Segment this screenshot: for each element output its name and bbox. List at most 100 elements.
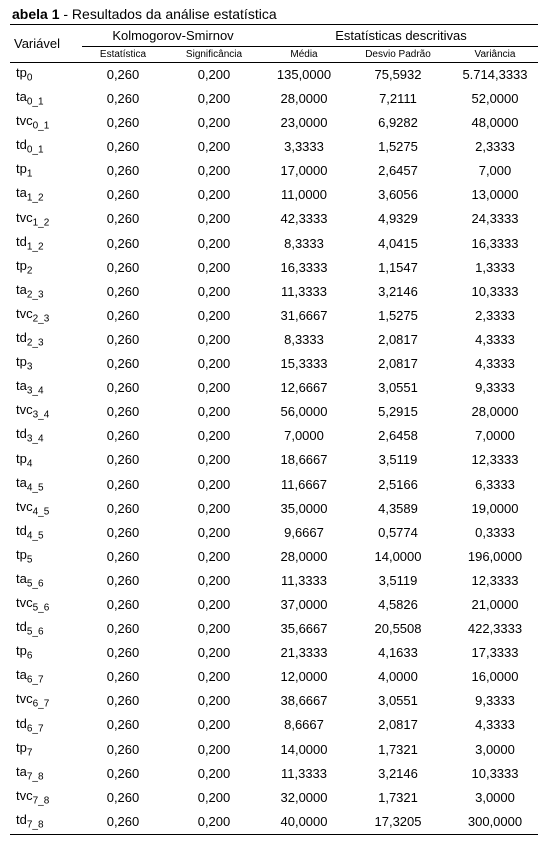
cell-desvio: 20,5508 bbox=[344, 617, 452, 641]
cell-desvio: 3,5119 bbox=[344, 449, 452, 473]
cell-estatistica: 0,260 bbox=[82, 449, 164, 473]
cell-desvio: 6,9282 bbox=[344, 111, 452, 135]
cell-variavel: ta3_4 bbox=[10, 376, 82, 400]
cell-significancia: 0,200 bbox=[164, 449, 264, 473]
table-row: ta6_70,2600,20012,00004,000016,0000 bbox=[10, 665, 538, 689]
cell-variavel: tvc0_1 bbox=[10, 111, 82, 135]
table-row: ta0_10,2600,20028,00007,211152,0000 bbox=[10, 87, 538, 111]
table-row: td0_10,2600,2003,33331,52752,3333 bbox=[10, 135, 538, 159]
cell-desvio: 3,2146 bbox=[344, 762, 452, 786]
cell-media: 23,0000 bbox=[264, 111, 344, 135]
cell-desvio: 1,5275 bbox=[344, 135, 452, 159]
cell-desvio: 1,5275 bbox=[344, 304, 452, 328]
cell-variavel: ta5_6 bbox=[10, 569, 82, 593]
cell-variavel: ta2_3 bbox=[10, 280, 82, 304]
cell-variavel: tp5 bbox=[10, 545, 82, 569]
cell-variancia: 300,0000 bbox=[452, 810, 538, 835]
table-row: tvc6_70,2600,20038,66673,05519,3333 bbox=[10, 689, 538, 713]
table-row: ta7_80,2600,20011,33333,214610,3333 bbox=[10, 762, 538, 786]
cell-desvio: 3,0551 bbox=[344, 376, 452, 400]
table-row: td5_60,2600,20035,666720,5508422,3333 bbox=[10, 617, 538, 641]
cell-variavel: ta7_8 bbox=[10, 762, 82, 786]
header-significancia: Significância bbox=[164, 47, 264, 63]
cell-media: 35,6667 bbox=[264, 617, 344, 641]
cell-media: 31,6667 bbox=[264, 304, 344, 328]
table-row: td6_70,2600,2008,66672,08174,3333 bbox=[10, 714, 538, 738]
cell-desvio: 2,0817 bbox=[344, 714, 452, 738]
cell-variavel: tvc2_3 bbox=[10, 304, 82, 328]
cell-significancia: 0,200 bbox=[164, 545, 264, 569]
cell-media: 135,0000 bbox=[264, 63, 344, 88]
header-desvio: Desvio Padrão bbox=[344, 47, 452, 63]
cell-variavel: td7_8 bbox=[10, 810, 82, 835]
cell-variancia: 28,0000 bbox=[452, 400, 538, 424]
table-container: abela 1 - Resultados da análise estatíst… bbox=[0, 0, 538, 845]
cell-estatistica: 0,260 bbox=[82, 641, 164, 665]
cell-significancia: 0,200 bbox=[164, 111, 264, 135]
cell-significancia: 0,200 bbox=[164, 810, 264, 835]
cell-media: 21,3333 bbox=[264, 641, 344, 665]
cell-media: 11,3333 bbox=[264, 569, 344, 593]
cell-estatistica: 0,260 bbox=[82, 135, 164, 159]
cell-estatistica: 0,260 bbox=[82, 762, 164, 786]
cell-media: 14,0000 bbox=[264, 738, 344, 762]
cell-media: 3,3333 bbox=[264, 135, 344, 159]
cell-significancia: 0,200 bbox=[164, 87, 264, 111]
table-row: tp60,2600,20021,33334,163317,3333 bbox=[10, 641, 538, 665]
cell-significancia: 0,200 bbox=[164, 714, 264, 738]
cell-desvio: 14,0000 bbox=[344, 545, 452, 569]
cell-media: 11,3333 bbox=[264, 280, 344, 304]
cell-significancia: 0,200 bbox=[164, 569, 264, 593]
cell-significancia: 0,200 bbox=[164, 376, 264, 400]
cell-variancia: 3,0000 bbox=[452, 786, 538, 810]
cell-desvio: 3,0551 bbox=[344, 689, 452, 713]
cell-desvio: 1,7321 bbox=[344, 786, 452, 810]
cell-estatistica: 0,260 bbox=[82, 593, 164, 617]
cell-variavel: ta6_7 bbox=[10, 665, 82, 689]
cell-desvio: 4,3589 bbox=[344, 497, 452, 521]
table-row: td1_20,2600,2008,33334,041516,3333 bbox=[10, 232, 538, 256]
table-row: tp30,2600,20015,33332,08174,3333 bbox=[10, 352, 538, 376]
cell-variancia: 4,3333 bbox=[452, 328, 538, 352]
table-row: tvc3_40,2600,20056,00005,291528,0000 bbox=[10, 400, 538, 424]
cell-estatistica: 0,260 bbox=[82, 280, 164, 304]
cell-variavel: tvc4_5 bbox=[10, 497, 82, 521]
cell-variavel: tp6 bbox=[10, 641, 82, 665]
cell-variancia: 19,0000 bbox=[452, 497, 538, 521]
cell-estatistica: 0,260 bbox=[82, 786, 164, 810]
cell-media: 12,6667 bbox=[264, 376, 344, 400]
caption-prefix: abela 1 bbox=[12, 6, 59, 22]
cell-variancia: 12,3333 bbox=[452, 569, 538, 593]
table-row: ta2_30,2600,20011,33333,214610,3333 bbox=[10, 280, 538, 304]
cell-estatistica: 0,260 bbox=[82, 424, 164, 448]
cell-variavel: td0_1 bbox=[10, 135, 82, 159]
table-row: td4_50,2600,2009,66670,57740,3333 bbox=[10, 521, 538, 545]
cell-media: 12,0000 bbox=[264, 665, 344, 689]
header-variavel: Variável bbox=[10, 25, 82, 63]
cell-estatistica: 0,260 bbox=[82, 714, 164, 738]
table-row: tvc4_50,2600,20035,00004,358919,0000 bbox=[10, 497, 538, 521]
cell-estatistica: 0,260 bbox=[82, 232, 164, 256]
cell-estatistica: 0,260 bbox=[82, 328, 164, 352]
cell-significancia: 0,200 bbox=[164, 400, 264, 424]
cell-desvio: 5,2915 bbox=[344, 400, 452, 424]
cell-estatistica: 0,260 bbox=[82, 352, 164, 376]
cell-media: 40,0000 bbox=[264, 810, 344, 835]
cell-estatistica: 0,260 bbox=[82, 497, 164, 521]
cell-variavel: td1_2 bbox=[10, 232, 82, 256]
cell-significancia: 0,200 bbox=[164, 665, 264, 689]
cell-variavel: ta0_1 bbox=[10, 87, 82, 111]
cell-media: 18,6667 bbox=[264, 449, 344, 473]
cell-significancia: 0,200 bbox=[164, 135, 264, 159]
cell-significancia: 0,200 bbox=[164, 497, 264, 521]
cell-media: 11,6667 bbox=[264, 473, 344, 497]
cell-variavel: td6_7 bbox=[10, 714, 82, 738]
cell-variancia: 1,3333 bbox=[452, 256, 538, 280]
cell-desvio: 1,1547 bbox=[344, 256, 452, 280]
cell-variancia: 7,0000 bbox=[452, 424, 538, 448]
table-row: tp40,2600,20018,66673,511912,3333 bbox=[10, 449, 538, 473]
table-row: ta5_60,2600,20011,33333,511912,3333 bbox=[10, 569, 538, 593]
cell-desvio: 4,0415 bbox=[344, 232, 452, 256]
cell-estatistica: 0,260 bbox=[82, 63, 164, 88]
cell-desvio: 3,2146 bbox=[344, 280, 452, 304]
